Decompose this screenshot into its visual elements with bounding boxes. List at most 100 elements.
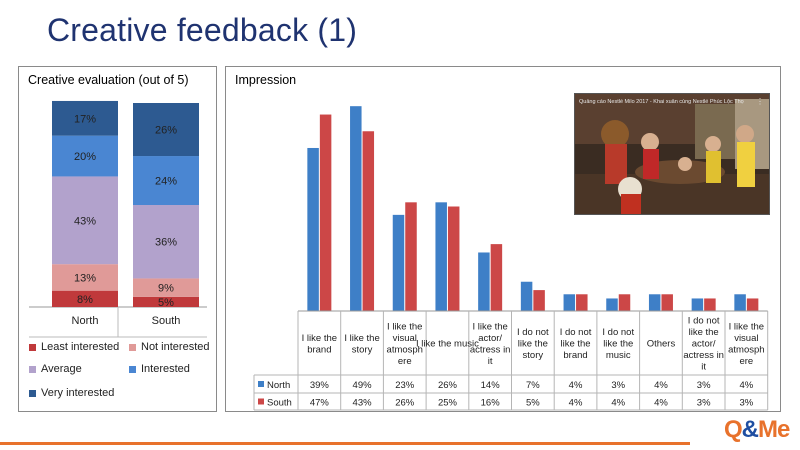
data-label-south-2: 36% xyxy=(155,237,177,249)
bar-segment-north-average xyxy=(52,176,118,265)
company-logo: Q&Me xyxy=(724,416,790,444)
legend-swatch xyxy=(129,365,136,373)
table-cell-south-5: 5% xyxy=(526,398,540,409)
category-label-line: I do not xyxy=(688,316,720,327)
bar-segment-south-very-interested xyxy=(133,103,199,157)
creative-evaluation-title: Creative evaluation (out of 5) xyxy=(28,73,189,87)
table-cell-south-3: 25% xyxy=(438,398,458,409)
slide-title: Creative feedback (1) xyxy=(47,12,358,48)
bar-south-6 xyxy=(576,294,588,311)
category-label-line: like the xyxy=(603,339,633,350)
category-label-line: story xyxy=(352,344,373,355)
bar-segment-south-least-interested xyxy=(133,296,199,307)
bar-north-7 xyxy=(606,298,618,311)
bar-south-9 xyxy=(704,298,716,311)
table-cell-south-2: 26% xyxy=(395,398,415,409)
category-label-line: like the xyxy=(689,327,719,338)
bar-south-1 xyxy=(362,131,375,311)
category-label-line: it xyxy=(488,356,493,367)
bar-north-0 xyxy=(307,147,319,311)
legend-swatch xyxy=(29,365,36,373)
category-label-line: Others xyxy=(647,339,676,350)
category-label-line: atmosph xyxy=(728,344,764,355)
data-label-south-1: 9% xyxy=(158,283,174,295)
table-cell-south-0: 47% xyxy=(310,398,330,409)
legend-swatch xyxy=(29,389,36,397)
data-label-north-3: 20% xyxy=(74,151,96,163)
bar-south-7 xyxy=(618,294,631,311)
logo-part-q: Q xyxy=(724,416,743,443)
category-label-line: atmosph xyxy=(387,344,423,355)
data-label-north-2: 43% xyxy=(74,215,96,227)
bar-north-10 xyxy=(734,294,746,311)
data-label-south-3: 24% xyxy=(155,176,177,188)
table-cell-north-7: 3% xyxy=(611,380,625,391)
table-legend-key-north xyxy=(258,381,264,387)
bar-north-4 xyxy=(478,252,490,311)
bar-segment-north-not-interested xyxy=(52,264,118,291)
bar-segment-south-not-interested xyxy=(133,278,199,297)
bar-north-3 xyxy=(435,202,447,311)
table-cell-south-8: 4% xyxy=(654,398,668,409)
table-cell-south-6: 4% xyxy=(569,398,583,409)
table-cell-north-3: 26% xyxy=(438,380,458,391)
video-caption: Quảng cáo Nestlé Milo 2017 - Khai xuân c… xyxy=(579,99,744,105)
category-label-line: like the xyxy=(560,339,590,350)
bar-north-9 xyxy=(691,298,704,311)
category-label-south: South xyxy=(152,315,181,327)
category-label-line: I like the xyxy=(302,333,337,344)
data-label-north-1: 13% xyxy=(74,272,96,284)
table-cell-north-4: 14% xyxy=(481,380,501,391)
category-label-line: actress in xyxy=(470,344,511,355)
table-cell-north-5: 7% xyxy=(526,380,540,391)
category-label-line: I like the xyxy=(729,321,764,332)
category-label-line: actor/ xyxy=(692,339,716,350)
creative-evaluation-panel: 8% 13% 43% 20% 17% North 5% 9% 36% 24% 26% South Cr… xyxy=(18,66,217,412)
table-cell-south-1: 43% xyxy=(353,398,373,409)
bar-north-1 xyxy=(350,106,362,312)
table-cell-south-9: 3% xyxy=(697,398,711,409)
table-cell-north-9: 3% xyxy=(697,380,711,391)
category-label-line: I like the xyxy=(344,333,379,344)
legend-item-not-interested: Not interested xyxy=(129,341,209,353)
legend-label: Least interested xyxy=(41,341,120,353)
category-label-line: actor/ xyxy=(478,333,502,344)
footer-accent-bar xyxy=(0,442,690,445)
impression-panel: I like the brand I like the story I like the… xyxy=(225,66,781,412)
category-label-line: brand xyxy=(563,350,587,361)
data-label-south-0: 5% xyxy=(158,297,174,309)
category-label-line: story xyxy=(523,350,544,361)
legend-swatch xyxy=(129,343,136,351)
table-cell-south-7: 4% xyxy=(611,398,625,409)
bar-south-4 xyxy=(490,244,503,311)
table-cell-north-1: 49% xyxy=(353,380,373,391)
bar-south-3 xyxy=(447,206,460,311)
bar-north-5 xyxy=(520,281,533,311)
more-options-icon[interactable]: ⋮ xyxy=(756,97,764,106)
logo-part-me: Me xyxy=(758,416,790,443)
video-thumbnail[interactable]: Quảng cáo Nestlé Milo 2017 - Khai xuân c… xyxy=(574,93,770,215)
bar-segment-north-interested xyxy=(52,135,118,177)
category-label-line: I like the xyxy=(387,321,422,332)
impression-title: Impression xyxy=(235,73,297,87)
data-label-north-4: 17% xyxy=(74,113,96,125)
category-label-line: actress in xyxy=(683,350,724,361)
bar-south-10 xyxy=(746,298,759,311)
legend-item-very-interested: Very interested xyxy=(29,387,114,399)
table-series-name-north: North xyxy=(267,380,290,391)
creative-evaluation-chart: 8% 13% 43% 20% 17% North 5% 9% 36% 24% 26% South xyxy=(29,100,207,338)
category-label-line: ere xyxy=(739,356,753,367)
legend-label: Very interested xyxy=(41,387,115,399)
legend-item-interested: Interested xyxy=(129,363,190,375)
bar-segment-north-very-interested xyxy=(52,100,118,136)
bar-south-0 xyxy=(319,114,332,311)
bar-segment-south-average xyxy=(133,205,199,279)
bar-segment-north-least-interested xyxy=(52,290,118,307)
bar-south-5 xyxy=(533,290,545,311)
legend-label: Interested xyxy=(141,363,190,375)
category-label-line: visual xyxy=(734,333,758,344)
bar-north-2 xyxy=(392,214,405,311)
category-label-line: it xyxy=(701,362,706,373)
legend-label: Average xyxy=(41,363,82,375)
